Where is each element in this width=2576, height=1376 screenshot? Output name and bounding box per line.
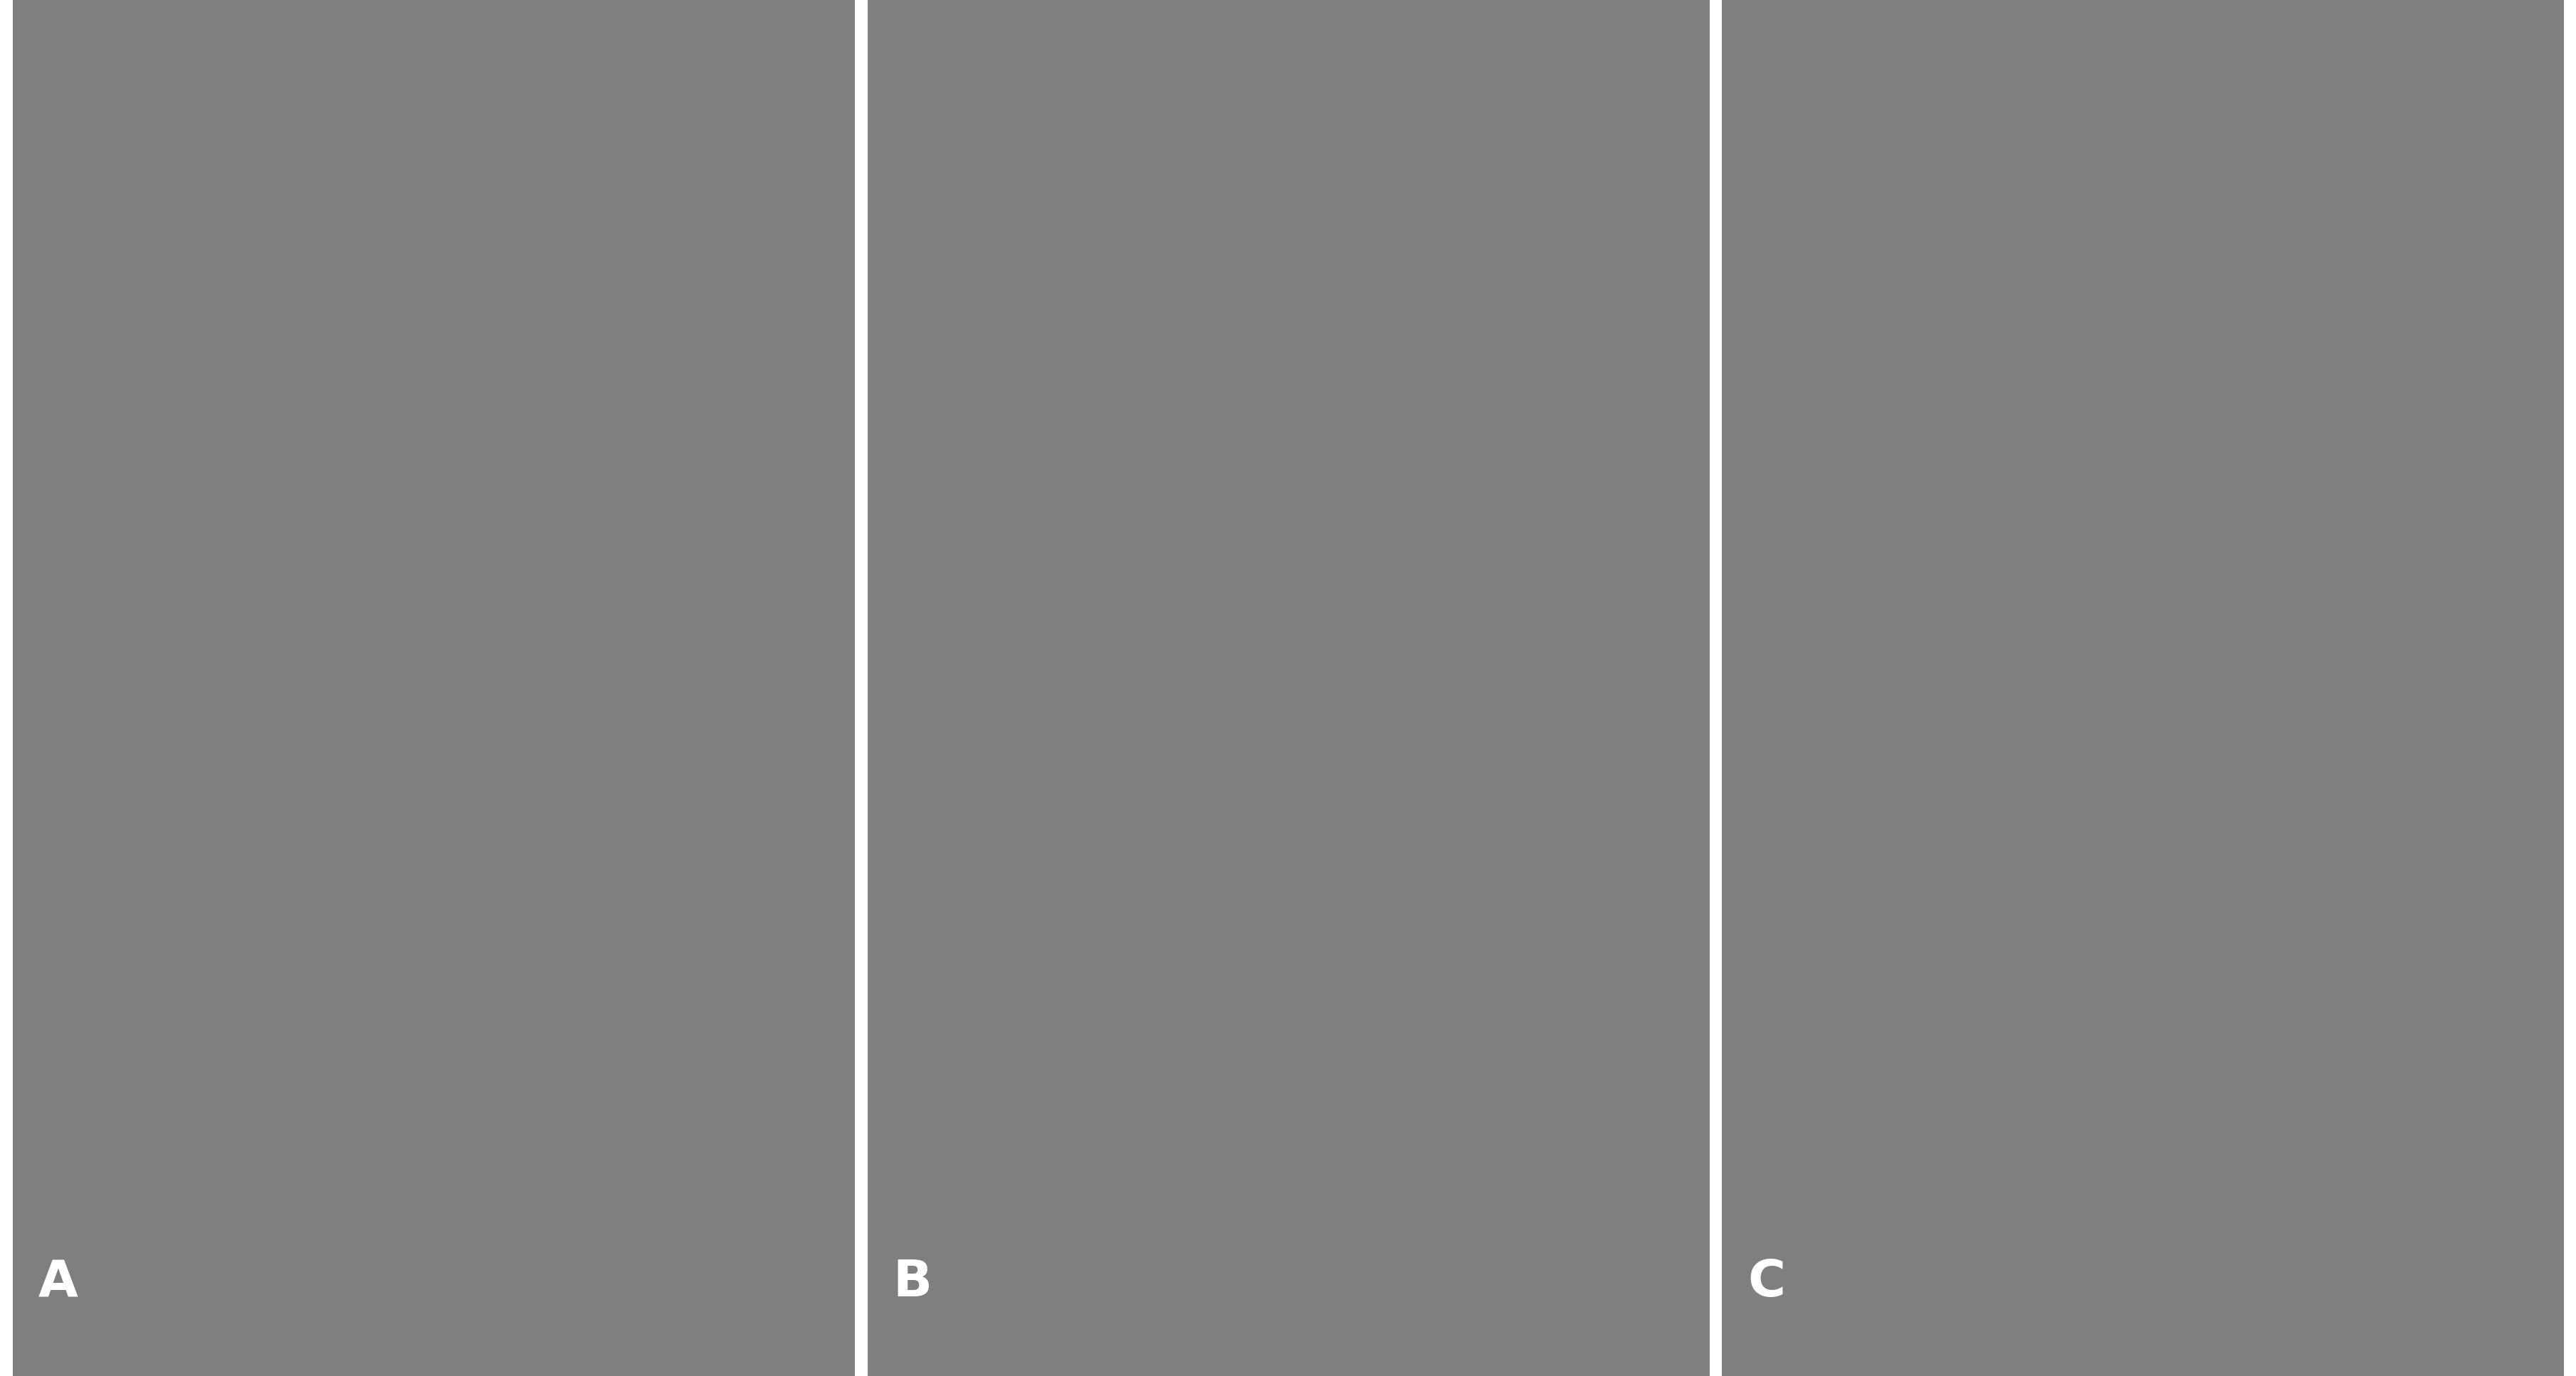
Text: A: A (39, 1258, 77, 1307)
Text: C: C (1747, 1258, 1785, 1307)
Text: B: B (891, 1258, 933, 1307)
